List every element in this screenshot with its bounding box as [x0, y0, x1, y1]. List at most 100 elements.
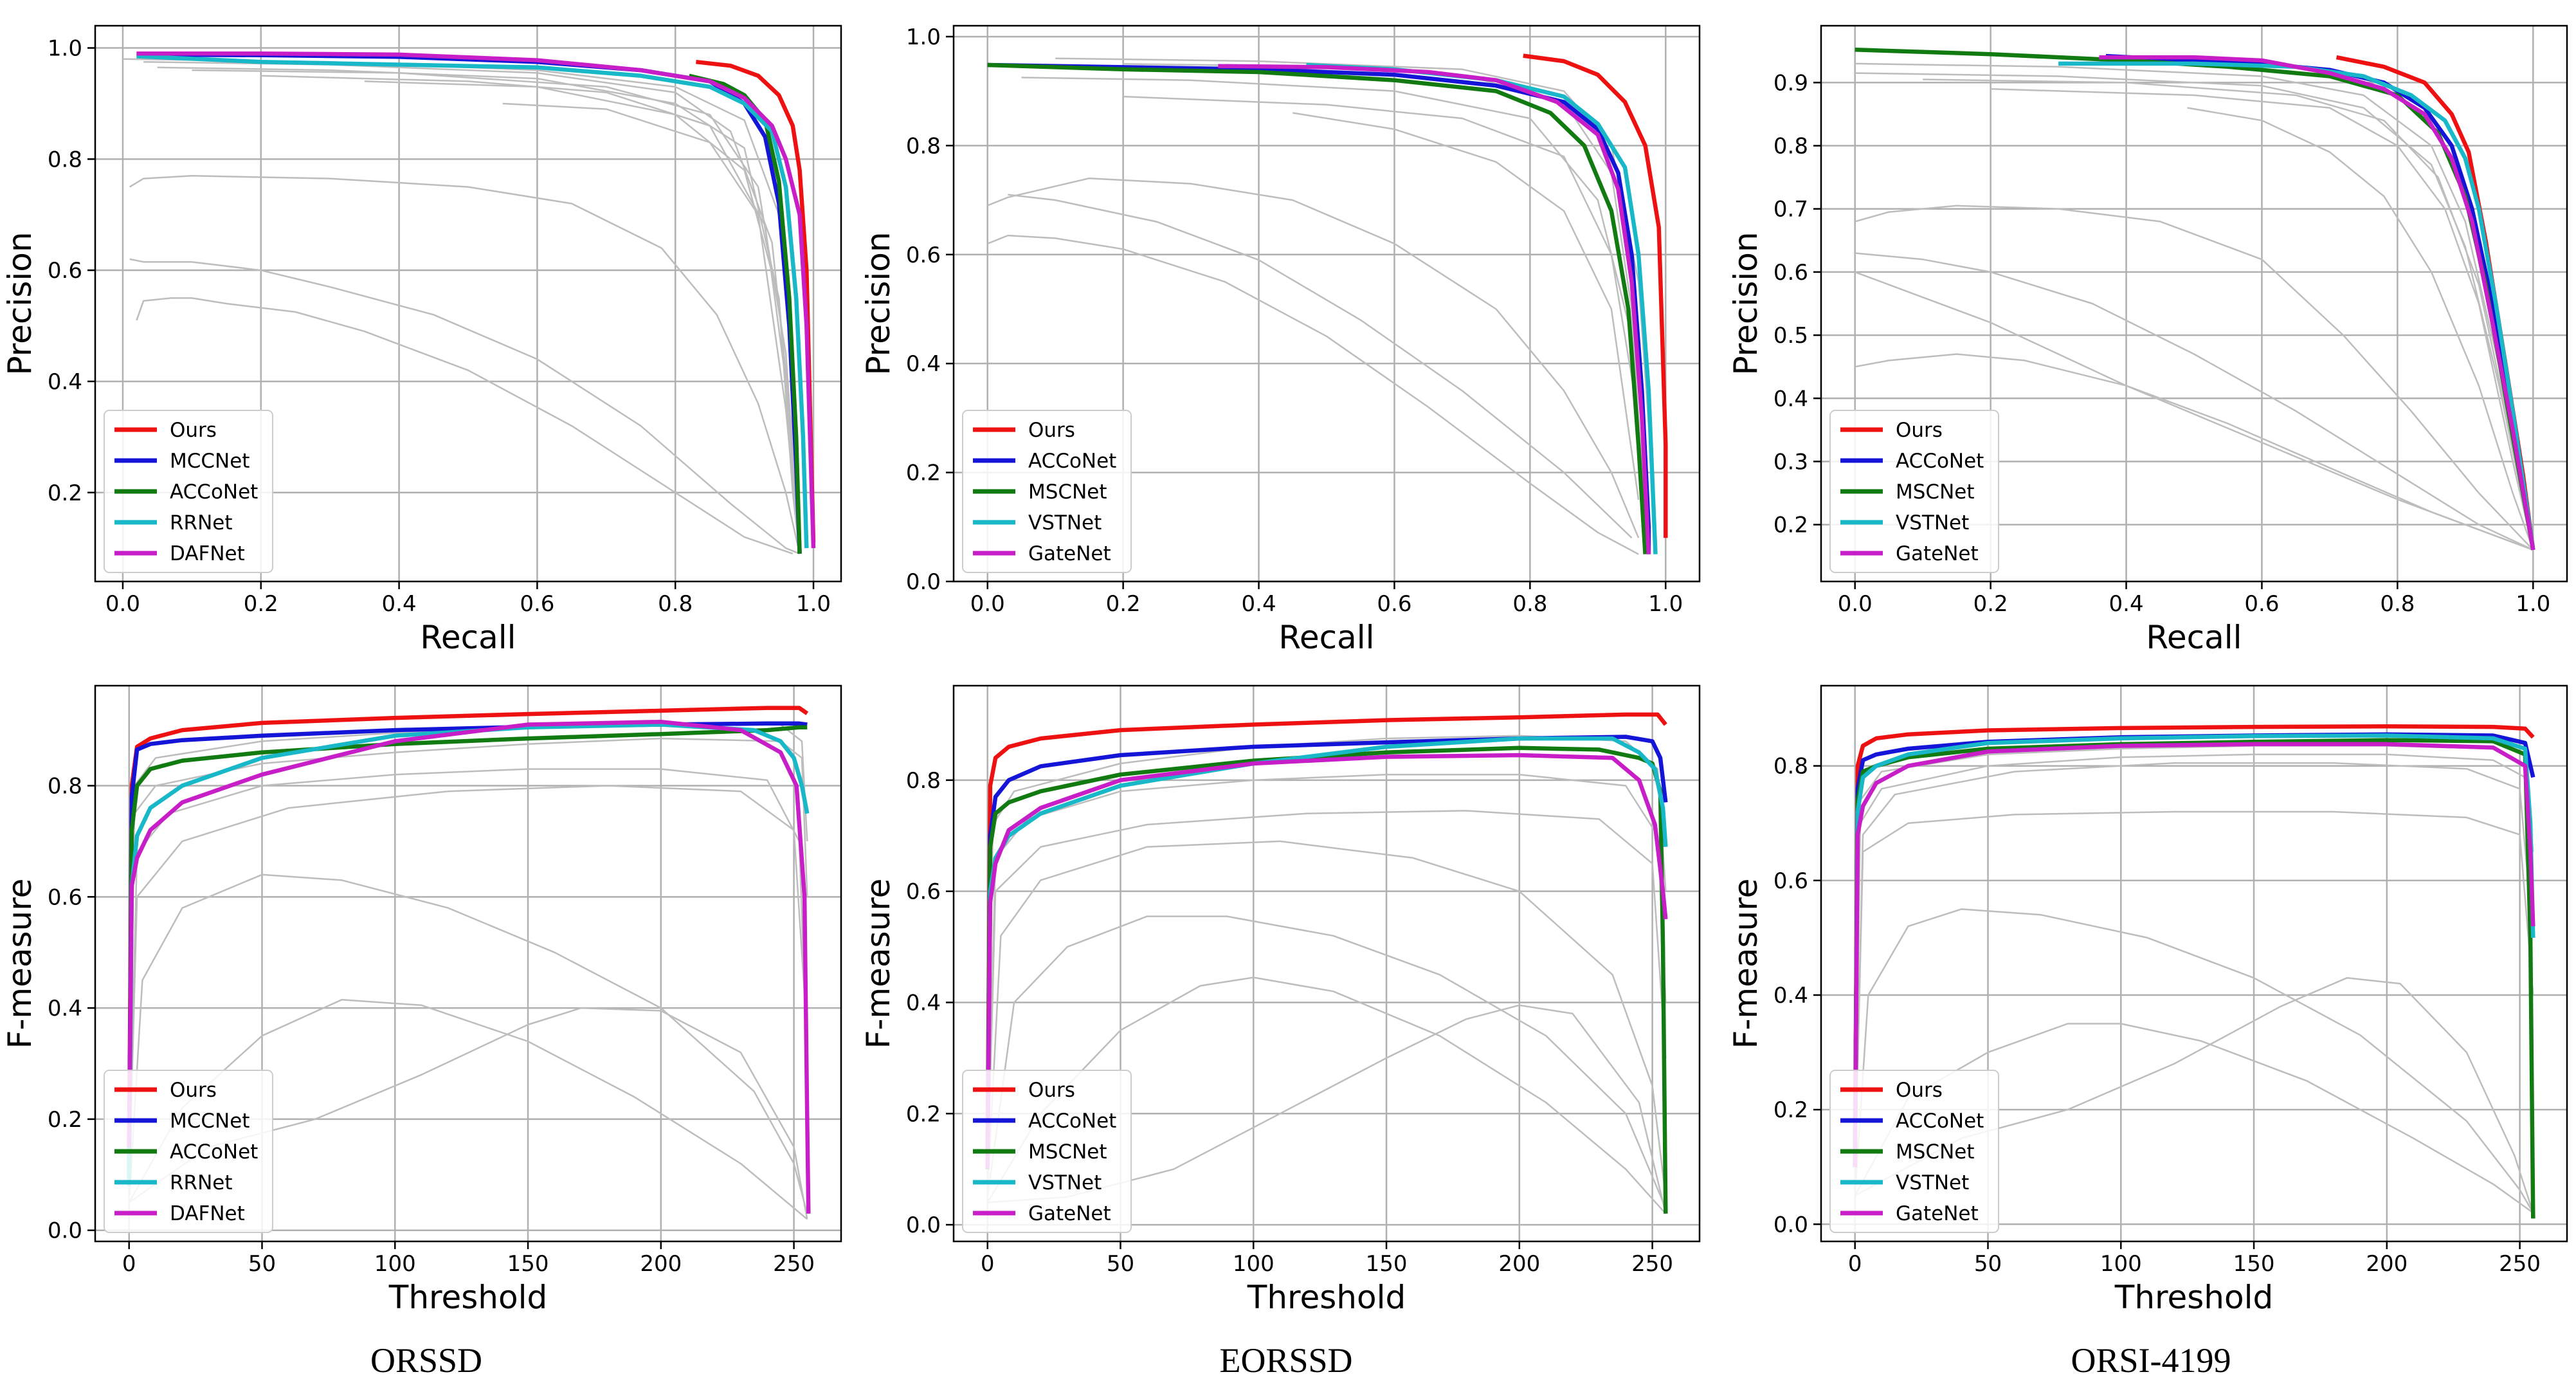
legend-label-acconet: ACCoNet	[170, 1140, 258, 1164]
y-tick-label: 0.9	[1773, 70, 1808, 96]
background-curve	[128, 785, 808, 1186]
legend: Ours MCCNet ACCoNet RRNet DAFNet	[104, 410, 273, 573]
legend: Ours MCCNet ACCoNet RRNet DAFNet	[104, 1070, 273, 1233]
x-axis-label: Recall	[1278, 619, 1374, 656]
legend-label-mscnet: MSCNet	[1896, 1140, 1975, 1164]
background-curve	[986, 915, 1667, 1209]
y-tick-label: 0.6	[48, 884, 82, 910]
legend-label-acconet: ACCoNet	[1896, 1110, 1984, 1133]
legend-box	[962, 1070, 1132, 1233]
series-line-ours	[985, 712, 1667, 1153]
background-curve	[986, 810, 1667, 1181]
x-tick-label: 250	[2499, 1251, 2541, 1277]
y-tick-label: 0.2	[1773, 513, 1808, 538]
y-axis-label: F-measure	[1727, 879, 1764, 1049]
legend-label-ours: Ours	[1896, 1079, 1943, 1102]
y-tick-label: 0.4	[906, 351, 941, 377]
legend-label-dafnet: DAFNet	[170, 1202, 245, 1225]
background-curve	[2187, 107, 2534, 551]
y-tick-label: 0.8	[48, 147, 82, 172]
background-curve	[1855, 205, 2534, 551]
x-tick-label: 0	[981, 1251, 995, 1277]
y-tick-label: 0.6	[1773, 260, 1808, 286]
legend-box	[1829, 1070, 1999, 1233]
orssd-pr-chart: 0.0 0.2 0.4 0.6 0.8 1.0 0.2 0.4 0.6 0.8 1.0 Recall P…	[1, 24, 842, 656]
x-tick-label: 250	[1631, 1251, 1673, 1277]
x-tick-label: 100	[1233, 1251, 1274, 1277]
legend: Ours ACCoNet MSCNet VSTNet GateNet	[1829, 1070, 1999, 1233]
background-curve	[1855, 62, 2534, 551]
dataset-title-orsi-4199: ORSI-4199	[2071, 1341, 2231, 1380]
x-tick-label: 1.0	[796, 591, 831, 617]
axes-frame	[952, 684, 1701, 1243]
axes-frame	[94, 684, 842, 1243]
x-tick-label: 150	[1366, 1251, 1408, 1277]
x-axis-label: Recall	[420, 619, 516, 656]
y-axis-label: F-measure	[1, 879, 39, 1049]
x-axis-label: Threshold	[388, 1279, 547, 1316]
series-line-rrnet	[136, 54, 809, 549]
x-tick-label: 150	[507, 1251, 549, 1277]
background-curve	[128, 768, 808, 1175]
y-tick-label: 0.8	[1773, 754, 1808, 780]
y-tick-label: 0.4	[48, 996, 82, 1021]
background-curve	[502, 102, 801, 554]
x-tick-label: 1.0	[1648, 591, 1683, 617]
axes-frame	[952, 24, 1701, 583]
legend-label-vstnet: VSTNet	[1028, 1171, 1102, 1194]
y-tick-label: 0.2	[48, 1107, 82, 1133]
legend-label-acconet: ACCoNet	[170, 480, 258, 504]
x-tick-label: 100	[374, 1251, 416, 1277]
y-tick-label: 0.6	[48, 258, 82, 284]
x-tick-label: 0.6	[520, 591, 554, 617]
background-curve	[128, 737, 808, 1175]
x-tick-label: 150	[2233, 1251, 2275, 1277]
x-tick-label: 0.6	[1377, 591, 1411, 617]
legend-label-acconet: ACCoNet	[1028, 450, 1116, 473]
method-curves	[136, 51, 816, 554]
dataset-title-orssd: ORSSD	[370, 1341, 482, 1380]
y-tick-label: 0.2	[906, 1101, 941, 1127]
orsi4199-f-chart: 0 50 100 150 200 250 0.0 0.2 0.4 0.6 0.8 Threshold F…	[1727, 684, 2568, 1316]
series-line-gatenet	[1853, 742, 2535, 1167]
legend-box	[104, 1070, 273, 1233]
y-tick-label: 0.8	[906, 133, 941, 159]
background-curve	[1855, 271, 2534, 551]
y-tick-label: 0.7	[1773, 197, 1808, 223]
x-axis-label: Threshold	[2114, 1279, 2273, 1316]
legend-label-vstnet: VSTNet	[1896, 1171, 1969, 1194]
legend: Ours ACCoNet MSCNet VSTNet GateNet	[1829, 410, 1999, 573]
method-curves	[987, 53, 1668, 554]
legend-label-gatenet: GateNet	[1896, 1202, 1979, 1225]
x-tick-label: 0	[122, 1251, 136, 1277]
legend-label-vstnet: VSTNet	[1896, 511, 1969, 535]
y-tick-label: 0.2	[1773, 1097, 1808, 1123]
y-tick-label: 0.0	[48, 1218, 82, 1244]
y-tick-label: 0.4	[1773, 983, 1808, 1009]
background-curve	[1854, 810, 2534, 1179]
legend-box	[1829, 410, 1999, 573]
series-line-mscnet	[987, 62, 1647, 554]
legend-label-vstnet: VSTNet	[1028, 511, 1102, 535]
y-tick-label: 0.6	[906, 242, 941, 268]
legend-box	[962, 410, 1132, 573]
x-tick-label: 0.2	[1973, 591, 2008, 617]
legend-box	[104, 410, 273, 573]
x-tick-label: 50	[248, 1251, 276, 1277]
x-tick-label: 0.4	[382, 591, 417, 617]
background-curve	[192, 69, 801, 549]
background-curve	[136, 297, 794, 554]
legend-label-rrnet: RRNet	[170, 511, 233, 535]
legend-label-rrnet: RRNet	[170, 1171, 233, 1194]
x-tick-label: 0.6	[2244, 591, 2279, 617]
legend-label-ours: Ours	[1028, 419, 1075, 442]
background-curves	[1855, 62, 2534, 551]
legend-label-mccnet: MCCNet	[170, 1110, 249, 1133]
x-tick-label: 200	[640, 1251, 682, 1277]
x-tick-label: 0	[1848, 1251, 1862, 1277]
x-tick-label: 50	[1107, 1251, 1134, 1277]
background-curve	[1855, 977, 2534, 1213]
series-line-vstnet	[1853, 733, 2535, 1167]
method-curves	[1853, 724, 2535, 1219]
